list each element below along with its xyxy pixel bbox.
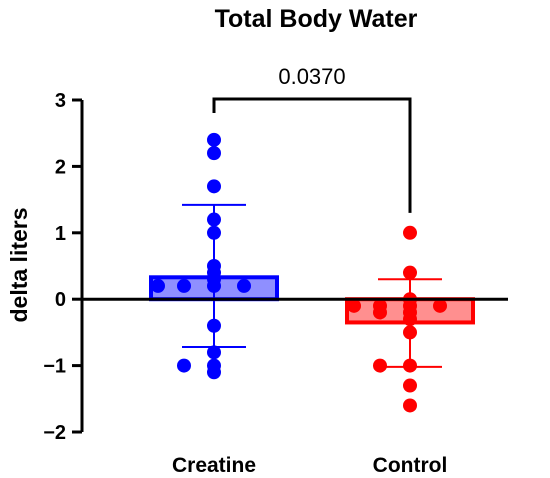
data-point xyxy=(403,225,417,240)
y-tick-label: 3 xyxy=(55,90,66,112)
data-point xyxy=(207,345,221,360)
plot-area: −2 −1 0 1 2 3 Creatine Control 0.0370 xyxy=(43,64,508,477)
significance-bracket xyxy=(212,97,412,213)
y-tick-label: −1 xyxy=(43,356,66,378)
y-tick-label: 0 xyxy=(55,289,66,311)
y-tick-label: 2 xyxy=(55,156,66,178)
y-axis-label: delta liters xyxy=(6,207,32,322)
data-point xyxy=(373,358,387,373)
data-point xyxy=(207,132,221,147)
data-point xyxy=(237,278,251,293)
data-point xyxy=(177,358,191,373)
data-point xyxy=(177,278,191,293)
data-point xyxy=(207,146,221,161)
chart-title: Total Body Water xyxy=(215,5,418,33)
y-tick-label: 1 xyxy=(55,223,66,245)
data-point xyxy=(151,278,165,293)
data-point xyxy=(347,298,361,313)
x-tick-label-creatine: Creatine xyxy=(172,454,256,477)
data-point xyxy=(403,265,417,280)
p-value-label: 0.0370 xyxy=(278,64,345,89)
data-point xyxy=(403,378,417,393)
data-point xyxy=(207,365,221,380)
data-point xyxy=(403,398,417,413)
data-point xyxy=(373,305,387,320)
data-point xyxy=(207,179,221,194)
y-tick-label: −2 xyxy=(43,422,66,444)
data-point xyxy=(433,298,447,313)
x-tick-label-control: Control xyxy=(373,454,448,477)
